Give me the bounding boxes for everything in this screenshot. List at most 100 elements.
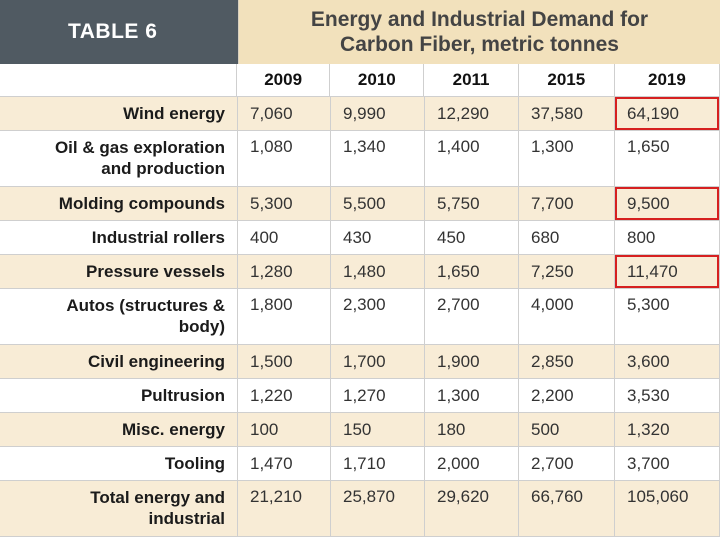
value-cell: 7,060	[238, 97, 331, 130]
table-row: Wind energy 7,060 9,990 12,290 37,580 64,190	[0, 97, 720, 131]
value-cell: 5,750	[425, 187, 519, 220]
value-cell: 430	[331, 221, 425, 254]
value-cell: 9,990	[331, 97, 425, 130]
value-cell: 1,650	[615, 131, 720, 186]
value-cell: 1,320	[615, 413, 720, 446]
table-row: Oil & gas exploration and production 1,080…	[0, 131, 720, 187]
value-cell: 1,300	[519, 131, 615, 186]
value-cell: 1,470	[238, 447, 331, 480]
table-body: Wind energy 7,060 9,990 12,290 37,580 64,190 O…	[0, 97, 720, 537]
table-row: Industrial rollers 400 430 450 680 800	[0, 221, 720, 255]
value-cell: 1,700	[331, 345, 425, 378]
row-label-line-1: Civil engineering	[88, 352, 225, 371]
value-cell: 500	[519, 413, 615, 446]
value-cell: 450	[425, 221, 519, 254]
table-title-line-1: Energy and Industrial Demand for	[310, 8, 649, 31]
value-cell: 150	[331, 413, 425, 446]
table-row: Total energy and industrial 21,210 25,870 29…	[0, 481, 720, 537]
row-label-column-header	[0, 64, 238, 96]
row-label: Tooling	[0, 447, 238, 480]
value-cell: 1,800	[238, 289, 331, 344]
year-header-2019: 2019	[615, 64, 720, 96]
value-cell: 3,700	[615, 447, 720, 480]
value-cell: 1,300	[425, 379, 519, 412]
value-cell: 1,220	[238, 379, 331, 412]
value-cell: 1,080	[238, 131, 331, 186]
row-label-line-2: industrial	[148, 509, 225, 528]
value-cell: 1,650	[425, 255, 519, 288]
table-number-label: TABLE 6	[0, 0, 238, 64]
row-label: Misc. energy	[0, 413, 238, 446]
table-row: Tooling 1,470 1,710 2,000 2,700 3,700	[0, 447, 720, 481]
row-label-line-1: Molding compounds	[58, 194, 225, 213]
value-cell: 2,850	[519, 345, 615, 378]
value-cell: 1,280	[238, 255, 331, 288]
value-cell: 105,060	[615, 481, 720, 536]
value-cell: 1,400	[425, 131, 519, 186]
value-cell: 1,480	[331, 255, 425, 288]
row-label: Pressure vessels	[0, 255, 238, 288]
value-cell: 4,000	[519, 289, 615, 344]
row-label-line-1: Total energy and	[90, 488, 225, 507]
year-header-2010: 2010	[330, 64, 425, 96]
value-cell: 2,000	[425, 447, 519, 480]
value-cell: 5,300	[615, 289, 720, 344]
row-label: Autos (structures & body)	[0, 289, 238, 344]
value-cell: 1,710	[331, 447, 425, 480]
value-cell: 25,870	[331, 481, 425, 536]
row-label-line-1: Wind energy	[123, 104, 225, 123]
table-row: Molding compounds 5,300 5,500 5,750 7,700 9,5…	[0, 187, 720, 221]
value-cell: 2,700	[519, 447, 615, 480]
value-cell: 66,760	[519, 481, 615, 536]
value-cell: 1,500	[238, 345, 331, 378]
table-row: Autos (structures & body) 1,800 2,300 2,700 4…	[0, 289, 720, 345]
row-label: Civil engineering	[0, 345, 238, 378]
table-title: Energy and Industrial Demand for Carbon …	[238, 0, 720, 64]
value-cell: 400	[238, 221, 331, 254]
row-label-line-1: Industrial rollers	[91, 228, 225, 247]
value-cell: 3,600	[615, 345, 720, 378]
row-label-line-1: Pultrusion	[140, 386, 225, 405]
value-cell: 100	[238, 413, 331, 446]
row-label: Total energy and industrial	[0, 481, 238, 536]
row-label-line-1: Oil & gas exploration	[54, 138, 225, 157]
year-header-row: 2009 2010 2011 2015 2019	[0, 64, 720, 97]
value-cell: 2,300	[331, 289, 425, 344]
row-label-line-2: body)	[178, 317, 225, 336]
row-label-line-1: Pressure vessels	[86, 262, 225, 281]
table-row: Civil engineering 1,500 1,700 1,900 2,850 3,6…	[0, 345, 720, 379]
value-cell: 180	[425, 413, 519, 446]
value-cell: 21,210	[238, 481, 331, 536]
year-header-2015: 2015	[519, 64, 615, 96]
table-row: Pressure vessels 1,280 1,480 1,650 7,250 11,4…	[0, 255, 720, 289]
row-label: Wind energy	[0, 97, 238, 130]
table-title-line-2: Carbon Fiber, metric tonnes	[340, 33, 619, 56]
highlighted-value-cell: 11,470	[615, 255, 720, 288]
value-cell: 2,700	[425, 289, 519, 344]
value-cell: 2,200	[519, 379, 615, 412]
row-label: Oil & gas exploration and production	[0, 131, 238, 186]
value-cell: 37,580	[519, 97, 615, 130]
row-label-line-1: Autos (structures &	[66, 296, 225, 315]
highlighted-value-cell: 9,500	[615, 187, 720, 220]
year-header-2011: 2011	[424, 64, 519, 96]
row-label: Pultrusion	[0, 379, 238, 412]
value-cell: 7,250	[519, 255, 615, 288]
value-cell: 12,290	[425, 97, 519, 130]
table-header: TABLE 6 Energy and Industrial Demand for…	[0, 0, 720, 64]
value-cell: 7,700	[519, 187, 615, 220]
row-label-line-1: Tooling	[164, 454, 225, 473]
row-label-line-1: Misc. energy	[122, 420, 225, 439]
value-cell: 1,900	[425, 345, 519, 378]
highlighted-value-cell: 64,190	[615, 97, 720, 130]
row-label: Industrial rollers	[0, 221, 238, 254]
value-cell: 1,340	[331, 131, 425, 186]
value-cell: 800	[615, 221, 720, 254]
value-cell: 1,270	[331, 379, 425, 412]
value-cell: 3,530	[615, 379, 720, 412]
table-row: Pultrusion 1,220 1,270 1,300 2,200 3,530	[0, 379, 720, 413]
value-cell: 680	[519, 221, 615, 254]
year-header-2009: 2009	[237, 64, 331, 96]
value-cell: 5,500	[331, 187, 425, 220]
